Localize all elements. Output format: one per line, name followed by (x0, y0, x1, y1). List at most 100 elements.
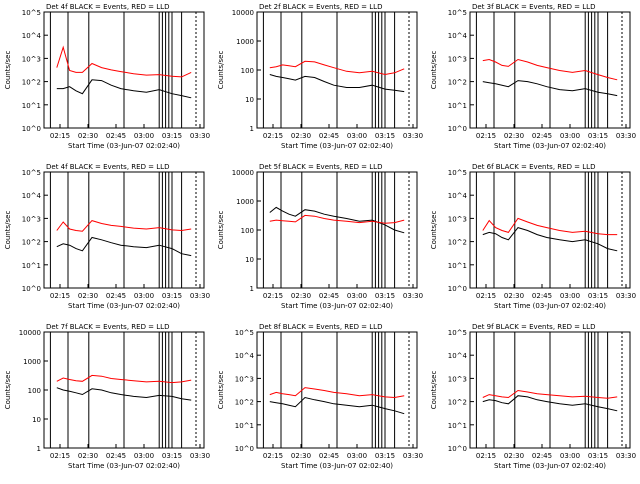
x-tick-label: 03:15 (162, 132, 182, 140)
y-tick-label: 10^1 (22, 262, 41, 270)
x-tick-label: 03:00 (347, 132, 367, 140)
series-line (269, 206, 405, 234)
x-tick-label: 02:15 (476, 292, 496, 300)
series-line (56, 374, 192, 384)
det-panel: Det 8f BLACK = Events, RED = LLD 10^0 10^1… (213, 320, 426, 480)
y-axis-label: Counts/sec (217, 371, 225, 410)
y-tick-label: 10^3 (22, 215, 41, 223)
det-panel: Det 2f BLACK = Events, RED = LLD 1 10 100 10… (213, 0, 426, 160)
chart-title: Det 4f BLACK = Events, RED = LLD (46, 163, 169, 171)
y-tick-label: 10^0 (22, 125, 41, 133)
y-axis-label: Counts/sec (4, 211, 12, 250)
y-tick-label: 10^2 (448, 239, 467, 247)
x-tick-label: 02:15 (50, 452, 70, 460)
series-line (482, 80, 618, 97)
series-line (56, 45, 192, 78)
chart-title: Det 7f BLACK = Events, RED = LLD (46, 323, 169, 331)
det-panel: Det 9f BLACK = Events, RED = LLD 10^0 10^1… (426, 320, 639, 480)
x-tick-label: 03:15 (375, 132, 395, 140)
series-line (56, 79, 192, 99)
series-line (269, 387, 405, 399)
x-tick-label: 03:00 (347, 292, 367, 300)
x-tick-label: 03:30 (616, 452, 636, 460)
y-tick-label: 10^2 (448, 79, 467, 87)
y-tick-label: 1000 (236, 198, 254, 206)
y-tick-label: 10^4 (22, 192, 42, 200)
y-tick-label: 10^5 (22, 169, 41, 177)
x-tick-label: 03:30 (403, 292, 423, 300)
y-tick-label: 10 (245, 96, 254, 104)
y-tick-label: 100 (241, 227, 254, 235)
chart-title: Det 4f BLACK = Events, RED = LLD (46, 3, 169, 11)
y-tick-label: 100 (28, 387, 41, 395)
det-chart: Det 4f BLACK = Events, RED = LLD 10^0 10^1… (4, 163, 210, 310)
det-chart: Det 6f BLACK = Events, RED = LLD 10^0 10^1… (430, 163, 636, 310)
x-tick-label: 03:15 (588, 452, 608, 460)
x-tick-label: 02:45 (106, 292, 126, 300)
y-tick-label: 1 (250, 125, 254, 133)
det-chart: Det 3f BLACK = Events, RED = LLD 10^0 10^1… (430, 3, 636, 150)
x-tick-label: 02:30 (291, 132, 311, 140)
x-tick-label: 02:15 (263, 292, 283, 300)
x-tick-label: 03:00 (134, 292, 154, 300)
x-tick-label: 03:00 (134, 452, 154, 460)
x-tick-label: 03:15 (162, 292, 182, 300)
chart-title: Det 5f BLACK = Events, RED = LLD (259, 163, 382, 171)
y-tick-label: 10000 (232, 9, 254, 17)
y-tick-label: 10000 (232, 169, 254, 177)
y-tick-label: 10^5 (448, 329, 467, 337)
y-tick-label: 10^3 (448, 55, 467, 63)
chart-title: Det 6f BLACK = Events, RED = LLD (472, 163, 595, 171)
y-tick-label: 10^5 (22, 9, 41, 17)
y-axis-label: Counts/sec (430, 371, 438, 410)
det-chart: Det 8f BLACK = Events, RED = LLD 10^0 10^1… (217, 323, 423, 470)
y-tick-label: 10^4 (448, 352, 468, 360)
x-tick-label: 02:30 (78, 452, 98, 460)
x-tick-label: 03:15 (375, 292, 395, 300)
x-axis-label: Start Time (03-Jun-07 02:02:40) (494, 142, 606, 150)
x-tick-label: 03:30 (616, 292, 636, 300)
x-axis-label: Start Time (03-Jun-07 02:02:40) (68, 142, 180, 150)
y-tick-label: 10^5 (448, 9, 467, 17)
x-axis-label: Start Time (03-Jun-07 02:02:40) (494, 302, 606, 310)
y-tick-label: 1 (37, 445, 41, 453)
x-tick-label: 02:45 (106, 452, 126, 460)
x-axis-label: Start Time (03-Jun-07 02:02:40) (494, 462, 606, 470)
x-tick-label: 03:30 (190, 452, 210, 460)
x-tick-label: 03:00 (347, 452, 367, 460)
y-tick-label: 10 (245, 256, 254, 264)
x-tick-label: 03:30 (616, 132, 636, 140)
det-panel: Det 3f BLACK = Events, RED = LLD 10^0 10^1… (426, 0, 639, 160)
det-panel: Det 4f BLACK = Events, RED = LLD 10^0 10^1… (0, 160, 213, 320)
y-tick-label: 10000 (19, 329, 41, 337)
series-line (482, 217, 618, 236)
x-tick-label: 03:15 (588, 292, 608, 300)
x-tick-label: 03:30 (190, 292, 210, 300)
x-axis-label: Start Time (03-Jun-07 02:02:40) (281, 302, 393, 310)
x-tick-label: 03:15 (375, 452, 395, 460)
y-tick-label: 10^4 (448, 32, 468, 40)
y-tick-label: 10^0 (448, 125, 467, 133)
x-tick-label: 02:45 (319, 292, 339, 300)
x-tick-label: 02:15 (263, 452, 283, 460)
x-axis-label: Start Time (03-Jun-07 02:02:40) (281, 142, 393, 150)
det-panel: Det 4f BLACK = Events, RED = LLD 10^0 10^1… (0, 0, 213, 160)
x-tick-label: 03:00 (560, 452, 580, 460)
chart-title: Det 3f BLACK = Events, RED = LLD (472, 3, 595, 11)
x-tick-label: 02:45 (319, 132, 339, 140)
y-tick-label: 10^1 (448, 102, 467, 110)
y-tick-label: 10^5 (235, 329, 254, 337)
series-line (482, 227, 618, 252)
y-tick-label: 10^4 (448, 192, 468, 200)
x-tick-label: 02:30 (78, 292, 98, 300)
x-tick-label: 03:15 (162, 452, 182, 460)
y-tick-label: 10^4 (22, 32, 42, 40)
det-panel: Det 7f BLACK = Events, RED = LLD 1 10 100 10… (0, 320, 213, 480)
x-tick-label: 03:30 (190, 132, 210, 140)
x-tick-label: 02:30 (504, 452, 524, 460)
det-chart: Det 4f BLACK = Events, RED = LLD 10^0 10^1… (4, 3, 210, 150)
x-tick-label: 03:00 (560, 132, 580, 140)
x-tick-label: 02:15 (263, 132, 283, 140)
y-tick-label: 1 (250, 285, 254, 293)
y-tick-label: 10^2 (22, 239, 41, 247)
